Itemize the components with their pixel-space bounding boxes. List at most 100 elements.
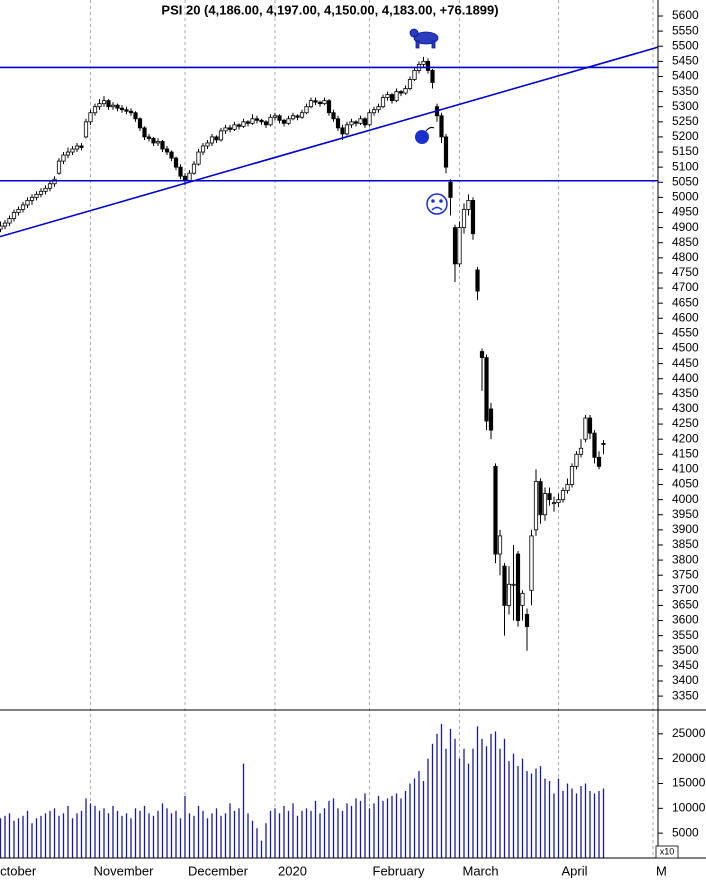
y-tick-label: 3400 [672, 673, 699, 687]
candle-body [484, 357, 489, 422]
y-tick-label: 4200 [672, 431, 699, 445]
candle-body [385, 94, 390, 99]
candle-body [20, 204, 26, 210]
candle-body [439, 115, 444, 138]
y-tick-label: 3350 [672, 688, 699, 702]
candle-body [448, 181, 453, 198]
candle-body [0, 225, 3, 230]
y-tick-label: 4800 [672, 250, 699, 264]
candle-body [133, 112, 138, 120]
y-tick-label: 3600 [672, 613, 699, 627]
y-tick-label: 3800 [672, 552, 699, 566]
candle-body [299, 112, 305, 118]
bear-icon [409, 28, 439, 49]
candle-body [592, 432, 597, 458]
candle-body [106, 100, 111, 108]
chart-title: PSI 20 (4,186.00, 4,197.00, 4,150.00, 4,… [161, 2, 498, 17]
y-tick-label: 5000 [672, 825, 699, 839]
candle-body [209, 136, 215, 144]
candle-body [56, 160, 62, 174]
candle-body [569, 465, 575, 485]
candle-body [574, 453, 579, 467]
y-tick-label: 20000 [672, 751, 706, 765]
y-tick-label: 4700 [672, 280, 699, 294]
candle-body [236, 124, 242, 127]
candle-body [16, 209, 21, 213]
y-tick-label: 5200 [672, 129, 699, 143]
candle-body [488, 408, 494, 431]
candle-body [65, 151, 71, 156]
y-tick-label: 4350 [672, 386, 699, 400]
y-tick-label: 4000 [672, 492, 699, 506]
candle-body [92, 106, 98, 114]
candle-body [317, 101, 323, 105]
candle-body [596, 456, 602, 467]
candle-body [506, 583, 512, 606]
candle-body [223, 127, 228, 132]
y-tick-label: 3950 [672, 507, 699, 521]
candle-body [425, 60, 431, 71]
candle-body [578, 447, 584, 455]
candle-body [70, 148, 75, 153]
candle-body [11, 212, 17, 219]
candle-body [214, 136, 219, 141]
candle-body [2, 222, 8, 227]
y-tick-label: 4150 [672, 446, 699, 460]
candle-body [335, 118, 341, 129]
x-tick-label: December [188, 863, 249, 878]
x-tick-label: M [656, 863, 667, 878]
y-tick-label: 4750 [672, 265, 699, 279]
candle-body [340, 127, 345, 135]
candle-body [466, 199, 471, 210]
candle-body [173, 157, 179, 168]
candle-body [358, 118, 363, 124]
candle-body [263, 121, 269, 126]
y-tick-label: 5400 [672, 69, 699, 83]
candle-body [475, 269, 480, 292]
candle-body [61, 154, 66, 162]
candle-body [407, 79, 413, 89]
y-tick-label: 5050 [672, 174, 699, 188]
candle-body [398, 91, 404, 94]
candle-body [412, 70, 417, 80]
candle-body [227, 127, 233, 130]
candle-body [155, 141, 161, 144]
candle-body [551, 502, 557, 505]
candle-body [389, 94, 395, 102]
y-tick-label: 5550 [672, 23, 699, 37]
candle-body [547, 493, 552, 501]
x-tick-label: February [373, 863, 426, 878]
candle-body [128, 110, 134, 114]
x-tick-label: April [562, 863, 588, 878]
candle-body [322, 100, 327, 105]
y-tick-label: 4550 [672, 326, 699, 340]
y-tick-label: 3700 [672, 582, 699, 596]
y-tick-label: 5100 [672, 159, 699, 173]
candle-body [308, 100, 314, 108]
candle-body [277, 115, 282, 121]
candle-body [515, 553, 521, 621]
y-tick-label: 4050 [672, 477, 699, 491]
candle-body [344, 124, 350, 135]
candle-body [362, 118, 368, 126]
y-tick-label: 4300 [672, 401, 699, 415]
candle-body [452, 227, 458, 265]
y-tick-label: 4950 [672, 205, 699, 219]
candle-body [556, 499, 561, 504]
candle-body [29, 196, 35, 201]
unit-box [655, 845, 679, 859]
candle-body [583, 417, 588, 440]
grid-layer [90, 0, 654, 858]
candle-body [587, 417, 593, 434]
y-tick-label: 5150 [672, 144, 699, 158]
y-tick-label: 4900 [672, 220, 699, 234]
candle-body [218, 130, 224, 141]
candle-body [74, 145, 80, 150]
candle-body [97, 103, 102, 108]
candle-body [250, 118, 255, 124]
candle-body [290, 115, 296, 120]
candle-body [47, 183, 53, 189]
candle-body [146, 136, 152, 139]
candle-body [502, 565, 507, 606]
